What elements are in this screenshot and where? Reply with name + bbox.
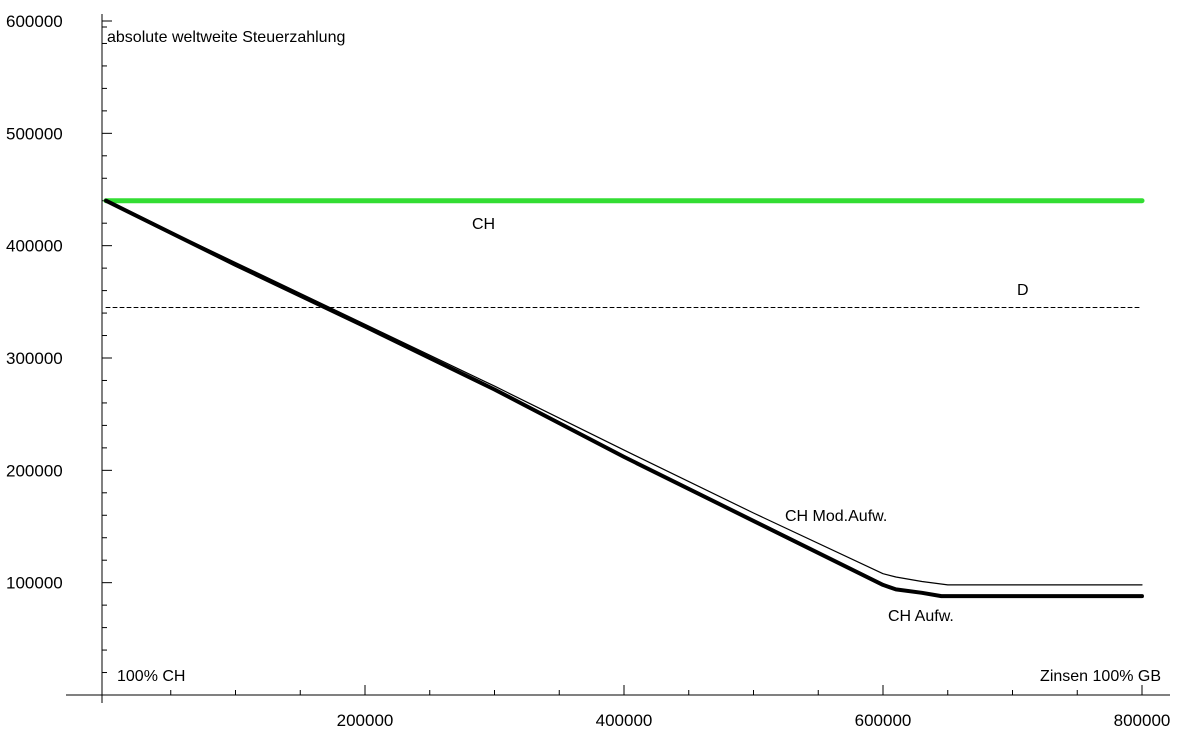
x-tick-label: 400000 [596,711,653,730]
series-label-ch-mod-aufw: CH Mod.Aufw. [785,508,887,525]
y-tick-label: 100000 [6,574,63,593]
series-layer [103,198,1145,599]
chart-labels: absolute weltweite Steuerzahlung 100% CH… [107,29,1161,685]
y-tick-label: 400000 [6,237,63,256]
series-line-ch-mod-aufw [105,200,1143,586]
series-label-ch: CH [472,216,495,233]
x-tick-label: 600000 [855,711,912,730]
series-line-ch-aufw [104,198,1144,599]
x-axis-label: Zinsen 100% GB [1040,668,1161,685]
series-label-ch-aufw: CH Aufw. [888,608,954,625]
x-tick-label: 800000 [1114,711,1171,730]
y-tick-label: 200000 [6,461,63,480]
x-tick-label: 200000 [337,711,394,730]
y-tick-label: 500000 [6,124,63,143]
y-axis-label: absolute weltweite Steuerzahlung [107,29,345,46]
y-tick-label: 600000 [6,12,63,31]
y-tick-label: 300000 [6,349,63,368]
origin-label: 100% CH [117,668,185,685]
axes: 200000 400000 600000 800000 100000 200000 3000… [6,12,1170,730]
series-label-d: D [1017,282,1029,299]
